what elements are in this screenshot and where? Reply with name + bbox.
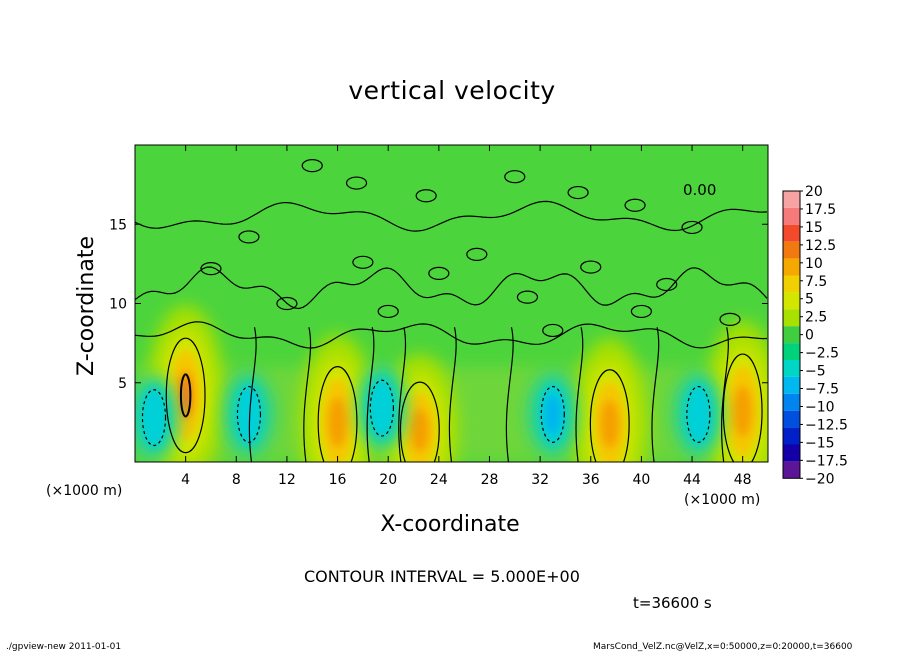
contour-line [415, 189, 437, 203]
contour-line [466, 247, 488, 261]
x-axis-label: X-coordinate [380, 512, 520, 537]
contour-line [567, 185, 589, 200]
contour-line [719, 312, 741, 326]
contour-line [504, 170, 526, 184]
contour-line [399, 381, 440, 462]
x-tick-label: 4 [181, 472, 190, 488]
contour-line [448, 327, 457, 462]
x-tick-label: 28 [481, 472, 499, 488]
downdraft-cell-9 [673, 372, 724, 457]
x-tick-label: 20 [379, 472, 397, 488]
contour-line [580, 260, 602, 274]
contour-line-negative [369, 379, 394, 437]
contour-line [276, 296, 298, 311]
contour-line [238, 230, 260, 244]
contour-line [179, 373, 192, 418]
x-tick-label: 36 [582, 472, 600, 488]
contour-line [505, 327, 514, 462]
contour-line [352, 255, 374, 269]
contour-line-negative [540, 385, 565, 443]
x-tick-label: 32 [531, 472, 549, 488]
contour-line [722, 353, 763, 462]
contour-line [428, 266, 450, 280]
contour-line [317, 366, 358, 462]
footer-command: ./gpview-new 2011-01-01 [6, 642, 122, 652]
contour-line [301, 159, 323, 173]
contour-line [721, 327, 729, 462]
updraft-cell-4 [703, 320, 768, 462]
x-tick-label: 12 [278, 472, 296, 488]
contour-line [630, 304, 653, 319]
downdraft-cell-6 [224, 372, 274, 457]
contour-label: 0.00 [683, 181, 716, 199]
x-tick-label: 8 [232, 472, 241, 488]
contour-line [303, 327, 312, 462]
contour-line [516, 290, 539, 304]
contour-line [575, 327, 584, 462]
contour-line [589, 369, 630, 462]
x-unit-label-left: (×1000 m) [46, 483, 123, 499]
contour-line [345, 176, 368, 190]
contour-line [377, 304, 399, 319]
contour-line [165, 337, 206, 454]
contour-line [681, 220, 703, 235]
contour-line [135, 321, 768, 349]
downdraft-cell-5 [135, 375, 179, 460]
contour-interval-note: CONTOUR INTERVAL = 5.000E+00 [304, 567, 580, 586]
x-tick-label: 24 [430, 472, 448, 488]
x-tick-label: 44 [683, 472, 701, 488]
x-tick-label: 40 [632, 472, 650, 488]
contour-line [366, 327, 375, 462]
contour-line [398, 327, 407, 462]
contour-line [656, 277, 678, 292]
downdraft-cell-8 [528, 372, 578, 457]
contour-line [624, 198, 646, 212]
contour-line-negative [141, 389, 167, 447]
contour-line [135, 200, 768, 232]
contour-line-negative [236, 385, 262, 443]
contour-line [651, 327, 660, 462]
contour-line [200, 262, 222, 276]
contour-line [135, 266, 768, 310]
x-tick-label: 16 [329, 472, 347, 488]
chart-title: vertical velocity [348, 76, 556, 105]
contour-line [248, 327, 257, 462]
footer-source: MarsCond_VelZ.nc@VelZ,x=0:50000,z=0:2000… [593, 642, 853, 652]
x-tick-label: 48 [734, 472, 752, 488]
y-tick-label: 5 [118, 376, 127, 392]
y-tick-label: 15 [109, 217, 127, 233]
time-note: t=36600 s [633, 594, 712, 612]
y-tick-label: 10 [109, 297, 127, 313]
x-unit-label-right: (×1000 m) [684, 492, 761, 508]
contour-line [542, 323, 564, 338]
contour-line-negative [686, 385, 711, 443]
